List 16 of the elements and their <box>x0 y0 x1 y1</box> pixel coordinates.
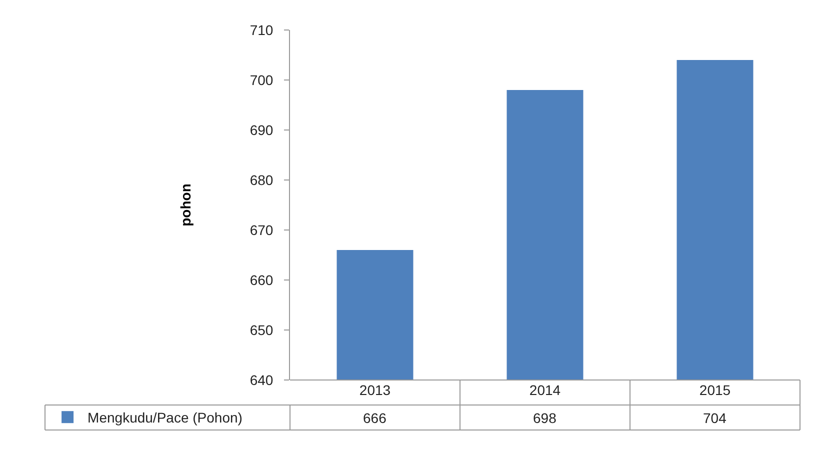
y-tick-label: 700 <box>250 72 274 88</box>
y-tick-label: 690 <box>250 122 274 138</box>
y-tick-label: 710 <box>250 22 274 38</box>
y-tick-label: 660 <box>250 272 274 288</box>
data-label: 698 <box>533 410 557 426</box>
y-tick-label: 680 <box>250 172 274 188</box>
data-label: 666 <box>363 410 387 426</box>
x-tick-label: 2015 <box>699 382 731 398</box>
x-tick-label: 2013 <box>359 382 391 398</box>
y-tick-label: 670 <box>250 222 274 238</box>
y-tick-label: 650 <box>250 322 274 338</box>
data-label: 704 <box>703 410 727 426</box>
legend-label: Mengkudu/Pace (Pohon) <box>88 410 242 426</box>
x-tick-label: 2014 <box>529 382 561 398</box>
y-axis-title: pohon <box>177 184 194 226</box>
y-tick-label: 640 <box>250 372 274 388</box>
